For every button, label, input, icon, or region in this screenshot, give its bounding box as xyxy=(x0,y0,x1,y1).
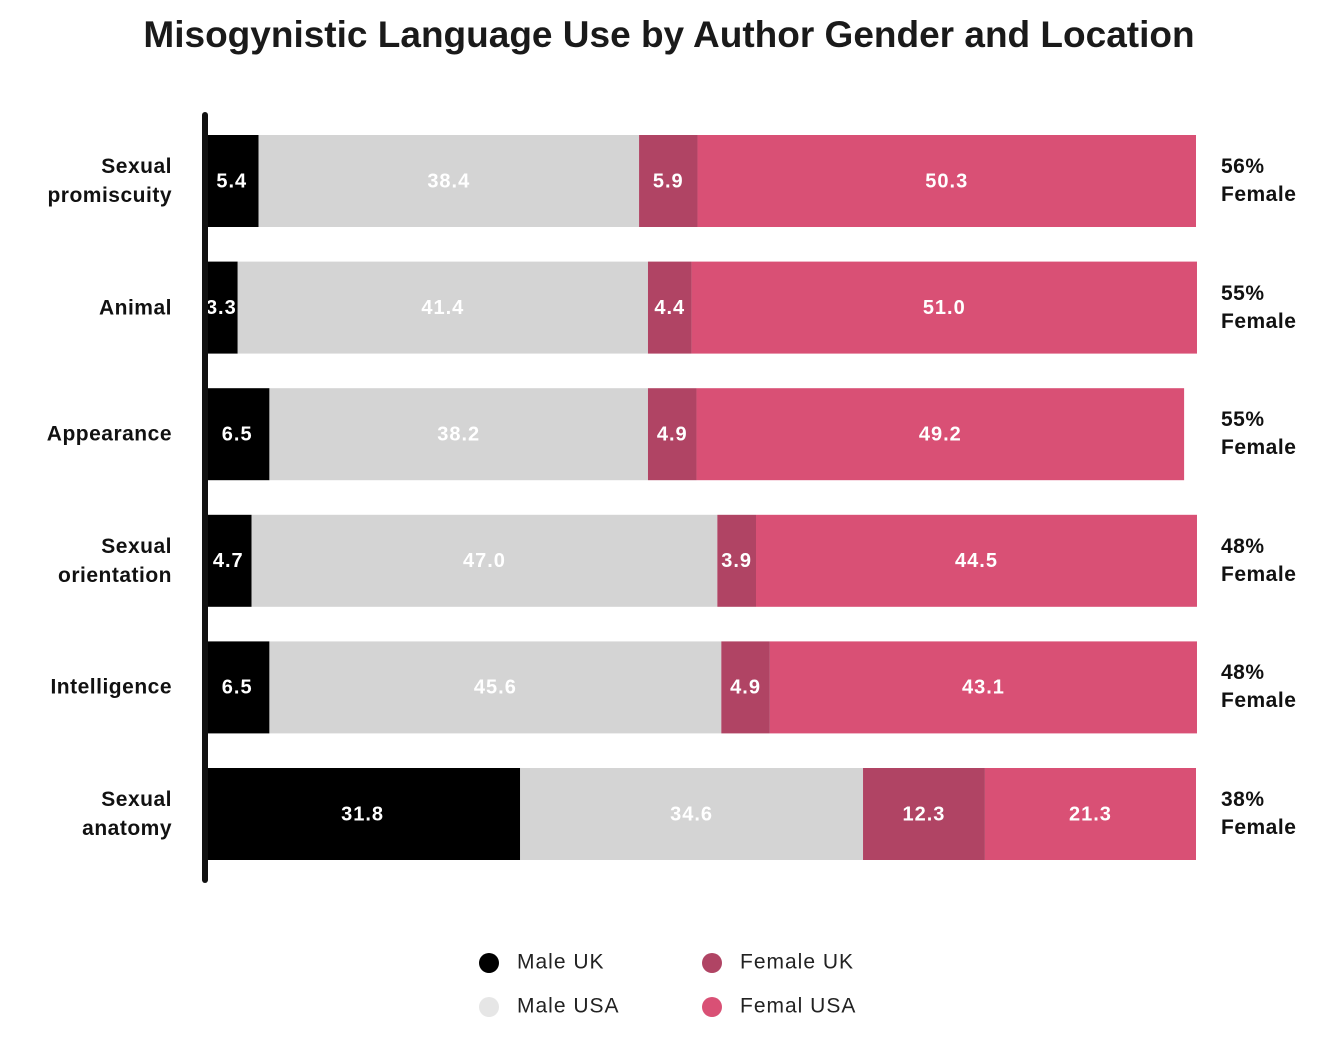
value-label: 43.1 xyxy=(962,677,1005,699)
bar-segment xyxy=(691,261,1197,354)
share-annotation: 38% Female xyxy=(1221,788,1297,839)
category-label: Intelligence xyxy=(50,675,172,699)
legend-marker xyxy=(479,997,499,1017)
legend-marker xyxy=(479,953,499,973)
value-label: 5.4 xyxy=(216,170,247,192)
bar-segment xyxy=(205,641,270,734)
value-label: 4.7 xyxy=(213,550,244,572)
bar-segment xyxy=(863,768,985,860)
bar-segment xyxy=(647,388,697,481)
category-label: Sexual anatomy xyxy=(82,788,172,840)
share-annotation: 56% Female xyxy=(1221,155,1297,206)
bar-segment xyxy=(647,261,692,354)
bar-segment xyxy=(258,135,640,227)
value-label: 6.5 xyxy=(222,677,253,699)
bar-segment xyxy=(205,261,238,354)
value-label: 3.9 xyxy=(721,550,752,572)
bar-segment xyxy=(717,514,756,607)
legend-label: Male USA xyxy=(517,995,620,1018)
value-label: 4.9 xyxy=(730,677,761,699)
value-label: 38.2 xyxy=(437,423,480,445)
bar-segment xyxy=(639,135,698,227)
category-label: Sexual promiscuity xyxy=(47,155,172,207)
bar-segment xyxy=(721,641,770,734)
value-label: 49.2 xyxy=(919,423,962,445)
value-label: 50.3 xyxy=(925,170,968,192)
value-label: 47.0 xyxy=(463,550,506,572)
value-label: 3.3 xyxy=(206,297,237,319)
legend-label: Female UK xyxy=(740,951,854,974)
legend-marker xyxy=(702,953,722,973)
value-label: 21.3 xyxy=(1069,803,1112,825)
share-annotation: 48% Female xyxy=(1221,534,1297,586)
bar-segment xyxy=(769,641,1197,734)
value-label: 4.4 xyxy=(654,297,685,319)
category-label: Appearance xyxy=(46,422,172,446)
value-label: 4.9 xyxy=(657,423,688,445)
category-label: Animal xyxy=(98,296,172,320)
chart-title: Misogynistic Language Use by Author Gend… xyxy=(143,14,1194,55)
legend-marker xyxy=(702,997,722,1017)
bar-segment xyxy=(984,768,1196,860)
legend-label: Femal USA xyxy=(740,995,856,1018)
bar-segment xyxy=(520,768,864,860)
bar-segment xyxy=(237,261,648,354)
legend-label: Male UK xyxy=(517,951,605,974)
bar-segment xyxy=(269,388,648,481)
value-label: 12.3 xyxy=(903,803,946,825)
bar-segment xyxy=(269,641,722,734)
bar-segment xyxy=(697,135,1196,227)
value-label: 44.5 xyxy=(955,550,998,572)
category-label: Sexual orientation xyxy=(58,534,172,587)
value-label: 51.0 xyxy=(923,297,966,319)
share-annotation: 55% Female xyxy=(1221,408,1297,460)
bar-segment xyxy=(755,514,1197,607)
bar-segment xyxy=(205,135,259,227)
share-annotation: 55% Female xyxy=(1221,281,1297,333)
value-label: 34.6 xyxy=(670,803,713,825)
bar-segment xyxy=(696,388,1185,481)
bar-segment xyxy=(205,768,521,860)
value-label: 5.9 xyxy=(653,170,684,192)
value-label: 31.8 xyxy=(341,803,384,825)
value-label: 41.4 xyxy=(421,297,464,319)
value-label: 45.6 xyxy=(474,677,517,699)
value-label: 6.5 xyxy=(222,423,253,445)
share-annotation: 48% Female xyxy=(1221,661,1297,713)
bar-segment xyxy=(251,514,718,607)
bar-segment xyxy=(205,514,252,607)
value-label: 38.4 xyxy=(427,170,470,192)
bar-segment xyxy=(205,388,270,481)
